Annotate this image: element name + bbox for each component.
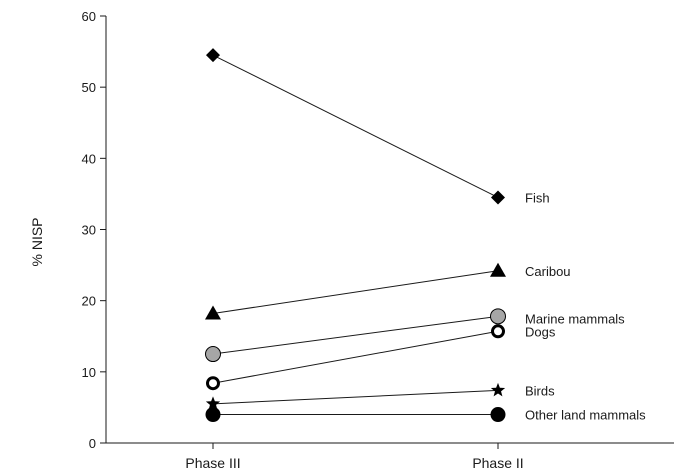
y-tick-label: 0 — [89, 436, 96, 451]
marker-fish — [491, 190, 505, 205]
y-tick-label: 60 — [82, 9, 96, 24]
series-line-marine-mammals — [212, 315, 499, 355]
marker-other-land-mammals — [205, 407, 221, 423]
marker-fish — [206, 48, 220, 63]
marker-marine-mammals — [490, 308, 506, 325]
series-line-dogs — [212, 330, 499, 384]
x-tick-label: Phase II — [472, 455, 523, 471]
marker-birds — [490, 382, 506, 397]
series-label-other-land-mammals: Other land mammals — [525, 408, 646, 423]
series-line-birds — [212, 389, 499, 405]
series-line-fish — [212, 54, 499, 198]
x-tick-label: Phase III — [185, 455, 240, 471]
series-label-dogs: Dogs — [525, 324, 556, 339]
series-label-marine-mammals: Marine mammals — [525, 311, 625, 326]
axes: 0 10 20 30 40 50 60 Phase III Phase II — [82, 9, 674, 471]
marker-caribou — [205, 305, 221, 320]
series-label-caribou: Caribou — [525, 264, 571, 279]
series-label-birds: Birds — [525, 383, 555, 398]
marker-dogs — [491, 324, 505, 339]
series-label-fish: Fish — [525, 190, 550, 205]
y-tick-label: 10 — [82, 365, 96, 380]
y-tick-label: 30 — [82, 223, 96, 238]
series-line-caribou — [212, 270, 499, 314]
marker-caribou — [490, 262, 506, 277]
y-tick-label: 20 — [82, 294, 96, 309]
marker-birds — [205, 396, 221, 410]
marker-marine-mammals — [205, 346, 221, 363]
y-tick-label: 40 — [82, 151, 96, 166]
series-lines — [212, 54, 499, 416]
y-tick-label: 50 — [82, 80, 96, 95]
series-markers — [205, 48, 506, 423]
marker-other-land-mammals — [490, 407, 506, 423]
y-axis-title: % NISP — [29, 217, 45, 266]
marker-dogs — [206, 376, 220, 391]
